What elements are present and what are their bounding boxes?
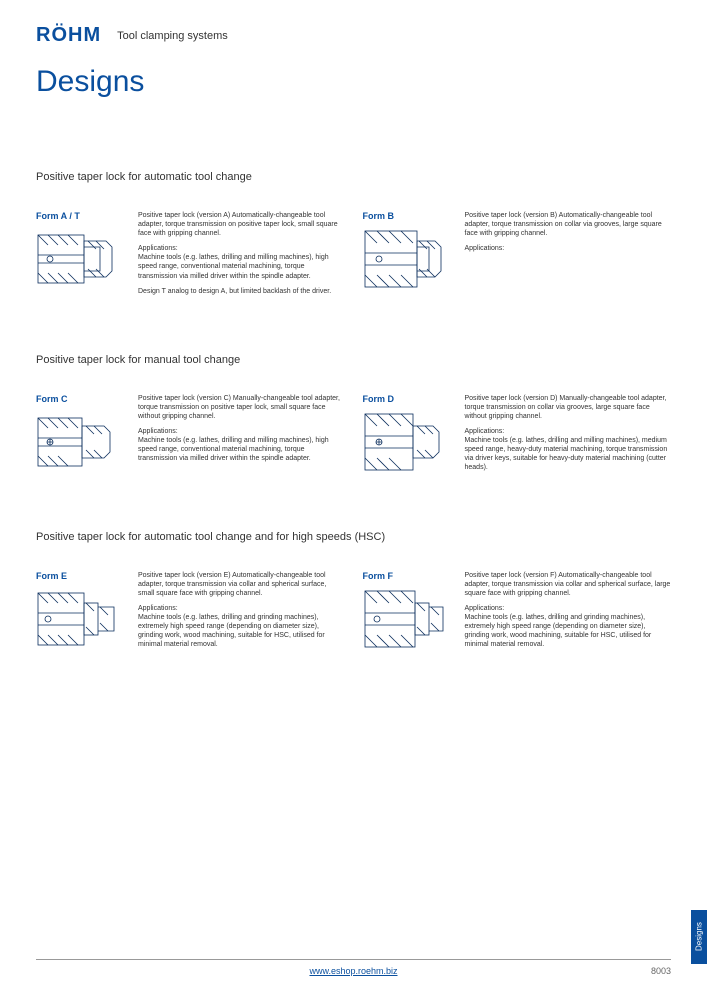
form-description: Positive taper lock (version B) Automati… — [465, 211, 672, 302]
diagram-form-f — [363, 587, 453, 651]
page-number: 8003 — [651, 966, 671, 976]
app-text: Machine tools (e.g. lathes, drilling and… — [465, 437, 668, 471]
brand-text: RÖHM — [36, 24, 101, 47]
form-description: Positive taper lock (version A) Automati… — [138, 211, 345, 302]
footer-link[interactable]: www.eshop.roehm.biz — [309, 966, 397, 976]
side-tab: Designs — [691, 910, 707, 964]
form-cell: Form A / T Positive t — [36, 211, 345, 302]
app-label: Applications: — [138, 428, 178, 435]
form-row: Form C Positive taper — [36, 394, 671, 479]
brand-logo: RÖHM — [36, 24, 101, 47]
app-text: Machine tools (e.g. lathes, drilling and… — [138, 437, 329, 462]
section-heading: Positive taper lock for manual tool chan… — [36, 354, 671, 366]
form-cell: Form B Positive taper — [363, 211, 672, 302]
app-text: Machine tools (e.g. lathes, drilling and… — [138, 614, 325, 648]
section-heading: Positive taper lock for automatic tool c… — [36, 171, 671, 183]
desc-intro: Positive taper lock (version E) Automati… — [138, 571, 345, 598]
desc-intro: Positive taper lock (version A) Automati… — [138, 211, 345, 238]
form-description: Positive taper lock (version C) Manually… — [138, 394, 345, 479]
diagram-form-c — [36, 410, 126, 474]
form-description: Positive taper lock (version F) Automati… — [465, 571, 672, 656]
diagram-form-b — [363, 227, 453, 291]
desc-intro: Positive taper lock (version D) Manually… — [465, 394, 672, 421]
form-description: Positive taper lock (version D) Manually… — [465, 394, 672, 479]
form-label: Form A / T — [36, 211, 128, 221]
form-cell: Form D Positive taper — [363, 394, 672, 479]
diagram-form-d — [363, 410, 453, 474]
app-text: Machine tools (e.g. lathes, drilling and… — [465, 614, 652, 648]
section-heading: Positive taper lock for automatic tool c… — [36, 531, 671, 543]
form-cell: Form E Positive taper — [36, 571, 345, 656]
form-row: Form A / T Positive t — [36, 211, 671, 302]
form-label: Form D — [363, 394, 455, 404]
form-label: Form C — [36, 394, 128, 404]
page-header: RÖHM Tool clamping systems — [36, 24, 671, 47]
app-label: Applications: — [138, 245, 178, 252]
form-row: Form E Positive taper — [36, 571, 671, 656]
header-subtitle: Tool clamping systems — [117, 30, 228, 42]
form-description: Positive taper lock (version E) Automati… — [138, 571, 345, 656]
form-cell: Form F Positive taper — [363, 571, 672, 656]
app-label: Applications: — [465, 428, 505, 435]
page-title: Designs — [36, 65, 671, 99]
desc-intro: Positive taper lock (version C) Manually… — [138, 394, 345, 421]
desc-intro: Positive taper lock (version B) Automati… — [465, 211, 672, 238]
app-label: Applications: — [465, 245, 505, 252]
form-label: Form B — [363, 211, 455, 221]
form-label: Form F — [363, 571, 455, 581]
form-label: Form E — [36, 571, 128, 581]
page-footer: www.eshop.roehm.biz 8003 — [36, 959, 671, 976]
form-cell: Form C Positive taper — [36, 394, 345, 479]
diagram-form-e — [36, 587, 126, 651]
app-label: Applications: — [138, 605, 178, 612]
app-text: Machine tools (e.g. lathes, drilling and… — [138, 254, 329, 279]
app-label: Applications: — [465, 605, 505, 612]
desc-note: Design T analog to design A, but limited… — [138, 287, 345, 296]
diagram-form-a — [36, 227, 126, 291]
desc-intro: Positive taper lock (version F) Automati… — [465, 571, 672, 598]
